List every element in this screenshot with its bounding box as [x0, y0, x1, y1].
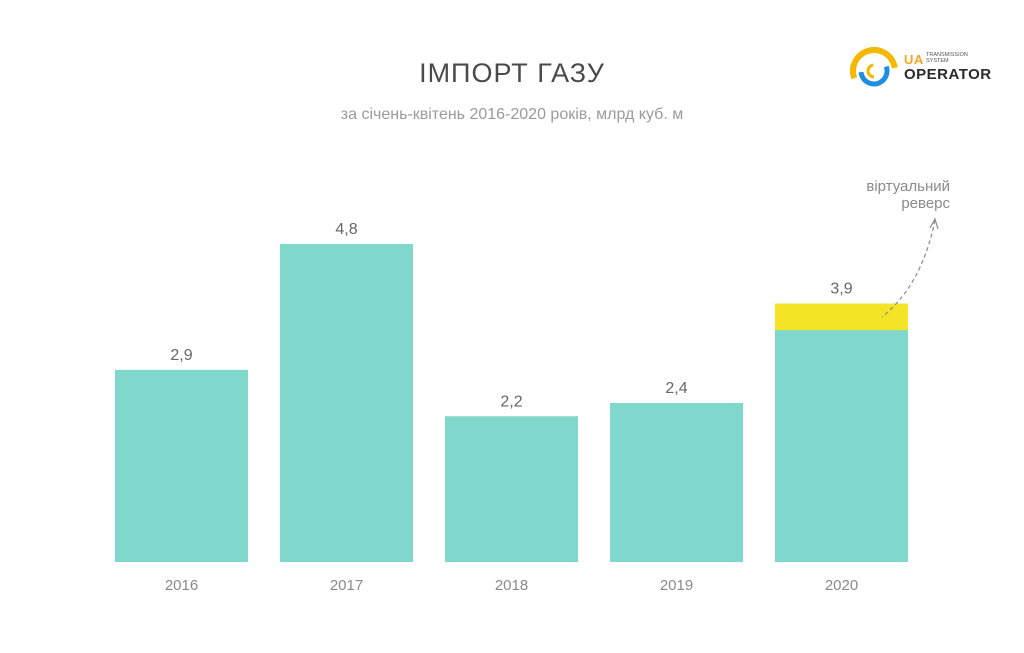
- data-label-2020: 3,9: [830, 281, 852, 298]
- x-tick-label-2018: 2018: [495, 577, 528, 594]
- annotation-arrowhead-icon: [929, 217, 939, 230]
- logo-small-line1: TRANSMISSION: [926, 52, 968, 58]
- company-logo: UA TRANSMISSION SYSTEM OPERATOR: [848, 44, 991, 98]
- annotation-line1: віртуальний: [866, 178, 950, 195]
- x-tick-label-2019: 2019: [660, 577, 693, 594]
- bar-2017: [280, 244, 413, 562]
- chart-subtitle: за січень-квітень 2016-2020 років, млрд …: [340, 106, 684, 123]
- logo-small-line2: SYSTEM: [926, 58, 949, 64]
- annotation-arrow-line: [881, 219, 936, 318]
- logo-brand-operator: OPERATOR: [904, 66, 992, 83]
- logo-brand-ua: UA: [904, 52, 924, 67]
- chart-title: ІМПОРТ ГАЗУ: [419, 58, 605, 88]
- logo-swirl-icon: [850, 47, 898, 95]
- x-tick-label-2017: 2017: [330, 577, 363, 594]
- bar-2018: [445, 416, 578, 562]
- x-tick-label-2020: 2020: [825, 577, 858, 594]
- data-label-2017: 4,8: [335, 221, 357, 238]
- bar-2016: [115, 369, 248, 562]
- annotation-line2: реверс: [901, 195, 950, 212]
- bar-2019: [610, 403, 743, 562]
- data-label-2016: 2,9: [170, 347, 192, 364]
- bar-2020: [775, 303, 908, 562]
- bar-segment-virtual-reverse-2020: [775, 303, 908, 331]
- data-label-2019: 2,4: [665, 380, 687, 397]
- x-tick-label-2016: 2016: [165, 577, 198, 594]
- logo-small-text: TRANSMISSION SYSTEM: [926, 52, 968, 64]
- data-label-2018: 2,2: [500, 393, 522, 410]
